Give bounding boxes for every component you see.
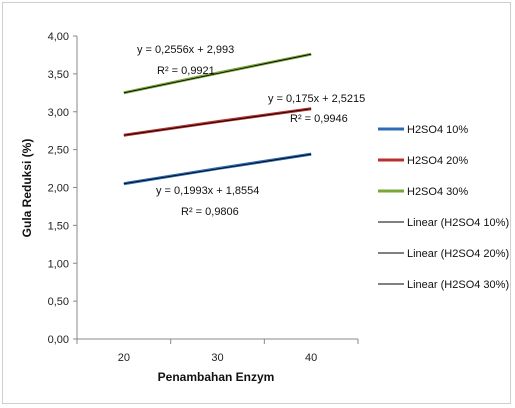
legend-label-6: Linear (H2SO4 30%): [407, 279, 509, 291]
y-tick-label: 0,00: [48, 334, 69, 346]
x-tick-label: 40: [305, 352, 317, 364]
legend-label-3: H2SO4 30%: [407, 186, 468, 198]
x-axis: 20 30 40: [76, 338, 359, 364]
y-tick-label: 3,50: [48, 69, 69, 81]
y-tick-label: 0,50: [48, 296, 69, 308]
trendline-3: [123, 53, 312, 94]
chart-frame: [2, 2, 511, 404]
trendline-r2-3: R² = 0,9921: [157, 65, 215, 77]
trendlines: [123, 53, 312, 185]
trendline-equation-2: y = 0,175x + 2,5215: [268, 93, 365, 105]
x-tick-label: 20: [118, 352, 130, 364]
trendline-r2-1: R² = 0,9806: [181, 206, 239, 218]
legend-label-2: H2SO4 20%: [407, 155, 468, 167]
legend: H2SO4 10% H2SO4 20% H2SO4 30% Linear (H2SO4…: [378, 124, 509, 291]
x-axis-title: Penambahan Enzym: [158, 370, 275, 384]
y-tick-label: 2,00: [48, 183, 69, 195]
y-tick-label: 1,00: [48, 258, 69, 270]
y-tick-label: 1,50: [48, 220, 69, 232]
trendline-equations: y = 0,1993x + 1,8554 R² = 0,9806 y = 0,175…: [137, 44, 365, 218]
x-tick-label: 30: [211, 352, 223, 364]
y-axis: 0,00 0,50 1,00 1,50 2,00 2,50 3,00 3,50 4,00: [48, 31, 78, 346]
trendline-r2-2: R² = 0,9946: [290, 113, 348, 125]
legend-label-5: Linear (H2SO4 20%): [407, 248, 509, 260]
trendline-2: [123, 108, 312, 136]
y-tick-label: 4,00: [48, 31, 69, 43]
trendline-equation-1: y = 0,1993x + 1,8554: [156, 185, 259, 197]
y-tick-label: 3,00: [48, 107, 69, 119]
legend-label-4: Linear (H2SO4 10%): [407, 217, 509, 229]
legend-label-1: H2SO4 10%: [407, 124, 468, 136]
trendline-equation-3: y = 0,2556x + 2,993: [137, 44, 234, 56]
y-tick-label: 2,50: [48, 145, 69, 157]
trendline-1: [123, 153, 312, 185]
y-axis-title: Gula Reduksi (%): [20, 139, 34, 238]
